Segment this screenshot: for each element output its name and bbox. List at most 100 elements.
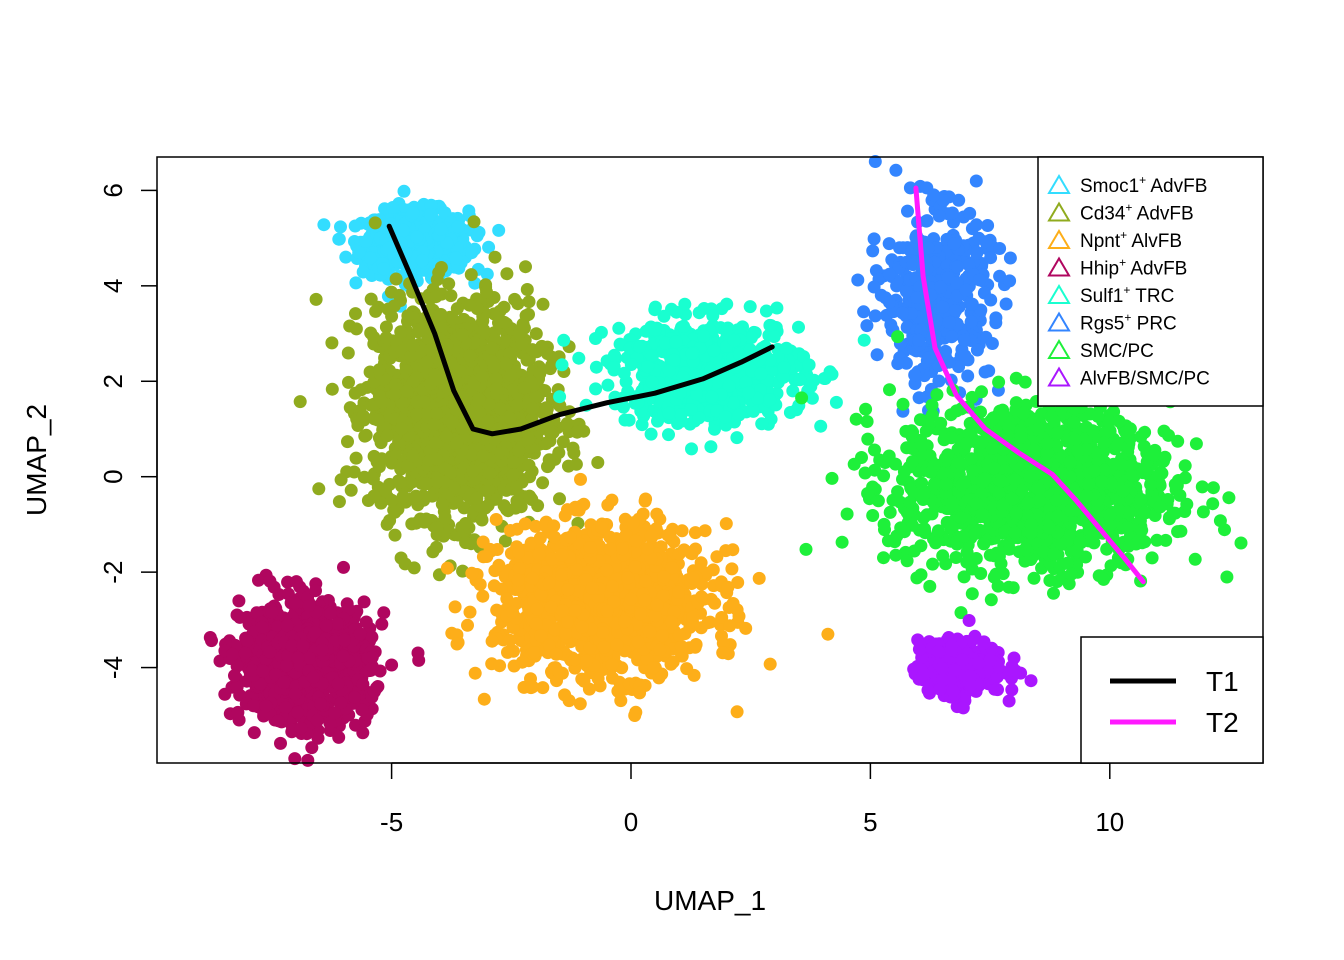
- data-point: [371, 680, 385, 693]
- data-point: [377, 606, 391, 620]
- data-point: [368, 216, 382, 230]
- data-point: [530, 602, 544, 616]
- data-point: [716, 646, 730, 660]
- data-point: [412, 653, 426, 667]
- data-point: [279, 701, 293, 714]
- data-point: [515, 655, 529, 669]
- data-point: [430, 407, 443, 421]
- data-point: [556, 604, 570, 618]
- data-point: [821, 627, 835, 641]
- data-point: [672, 585, 685, 599]
- data-point: [348, 386, 362, 400]
- data-point: [547, 519, 561, 533]
- data-point: [371, 413, 385, 427]
- data-point: [512, 546, 525, 560]
- data-point: [255, 620, 269, 634]
- data-point: [723, 619, 737, 633]
- data-point: [657, 570, 671, 584]
- data-point: [424, 343, 438, 357]
- data-point: [628, 560, 642, 574]
- data-point: [413, 324, 427, 338]
- cluster-points: [203, 560, 426, 767]
- data-point: [562, 694, 576, 708]
- data-point: [574, 472, 587, 486]
- data-point: [485, 341, 499, 355]
- data-point: [409, 489, 423, 503]
- data-point: [529, 327, 543, 341]
- data-point: [641, 542, 655, 556]
- data-point: [544, 427, 558, 441]
- data-point: [459, 517, 473, 530]
- data-point: [388, 505, 402, 519]
- data-point: [348, 219, 362, 233]
- data-point: [379, 484, 392, 498]
- data-point: [536, 297, 550, 311]
- data-point: [465, 566, 479, 580]
- data-point: [633, 686, 647, 700]
- data-point: [225, 647, 239, 661]
- data-point: [497, 315, 511, 329]
- data-point: [218, 687, 232, 701]
- data-point: [375, 617, 389, 631]
- data-point: [430, 475, 444, 489]
- data-point: [644, 529, 658, 542]
- data-point: [500, 502, 513, 516]
- data-point: [385, 493, 399, 507]
- data-point: [459, 536, 473, 550]
- data-point: [434, 308, 448, 321]
- data-point: [247, 726, 261, 740]
- data-point: [388, 528, 402, 542]
- data-point: [334, 220, 347, 234]
- data-point: [487, 579, 501, 593]
- data-point: [429, 436, 443, 450]
- data-point: [526, 402, 540, 415]
- data-point: [438, 206, 452, 220]
- data-point: [271, 714, 285, 728]
- data-point: [367, 337, 381, 351]
- data-point: [325, 382, 339, 396]
- data-point: [463, 605, 477, 619]
- data-point: [689, 638, 703, 651]
- data-point: [675, 524, 689, 538]
- data-point: [430, 273, 444, 287]
- data-point: [544, 600, 558, 614]
- data-point: [364, 251, 377, 265]
- data-point: [247, 699, 260, 713]
- data-point: [349, 276, 363, 290]
- data-point: [525, 680, 539, 694]
- data-point: [575, 620, 589, 634]
- data-point: [493, 659, 507, 673]
- data-point: [387, 299, 401, 313]
- data-point: [352, 245, 366, 259]
- data-point: [385, 658, 399, 672]
- data-point: [369, 304, 383, 318]
- data-point: [497, 300, 511, 314]
- data-point: [294, 721, 308, 735]
- data-point: [364, 326, 378, 340]
- data-point: [527, 645, 541, 659]
- data-point: [429, 452, 443, 466]
- data-point: [420, 355, 434, 369]
- data-point: [462, 204, 476, 218]
- data-point: [406, 449, 420, 463]
- data-point: [359, 234, 373, 248]
- data-point: [507, 455, 520, 469]
- data-point: [694, 621, 708, 635]
- data-point: [710, 550, 724, 564]
- data-point: [232, 594, 246, 608]
- data-point: [506, 468, 520, 482]
- data-point: [367, 489, 381, 503]
- data-point: [555, 548, 569, 562]
- data-point: [642, 625, 656, 639]
- data-point: [639, 492, 653, 506]
- data-point: [631, 635, 645, 649]
- data-point: [450, 302, 464, 316]
- data-point: [349, 322, 363, 336]
- data-point: [428, 373, 442, 387]
- data-point: [401, 309, 415, 323]
- data-point: [332, 232, 346, 246]
- data-point: [739, 621, 753, 635]
- data-point: [388, 387, 402, 401]
- data-point: [442, 277, 456, 291]
- data-point: [341, 435, 354, 449]
